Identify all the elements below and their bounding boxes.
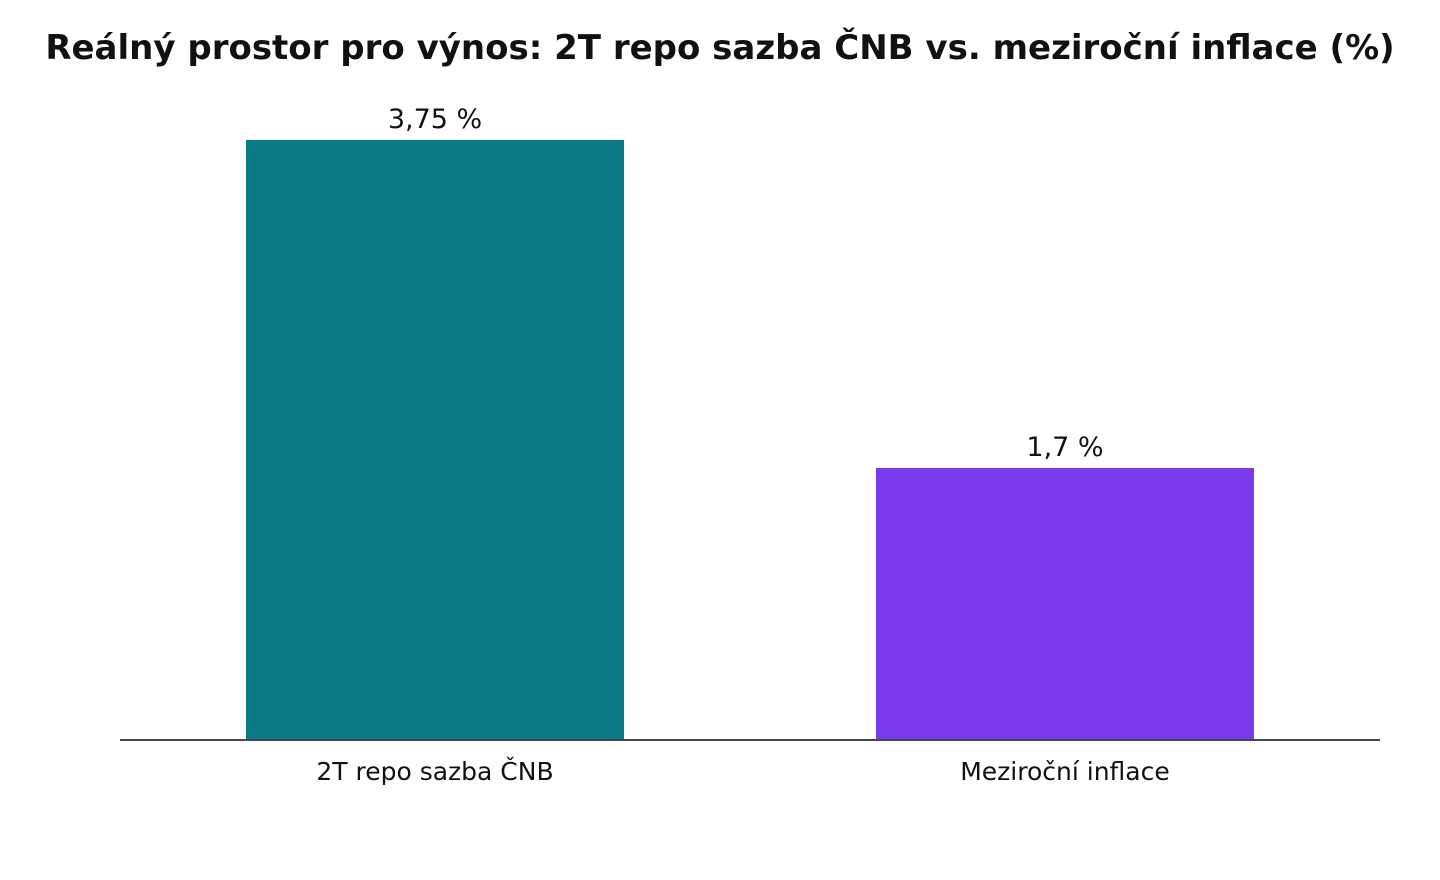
category-label-2t-repo-sazba-cnb: 2T repo sazba ČNB (316, 756, 553, 786)
bars-layer (246, 140, 1254, 740)
chart-title: Reálný prostor pro výnos: 2T repo sazba … (45, 28, 1395, 68)
bar-mezirocni-inflace (876, 468, 1254, 740)
bar-2t-repo-sazba-cnb (246, 140, 624, 740)
data-label-mezirocni-inflace: 1,7 % (1026, 432, 1103, 463)
data-label-2t-repo-sazba-cnb: 3,75 % (388, 104, 482, 135)
labels-layer: 3,75 % 2T repo sazba ČNB 1,7 % Meziroční in… (316, 104, 1169, 786)
category-label-mezirocni-inflace: Meziroční inflace (960, 757, 1170, 786)
